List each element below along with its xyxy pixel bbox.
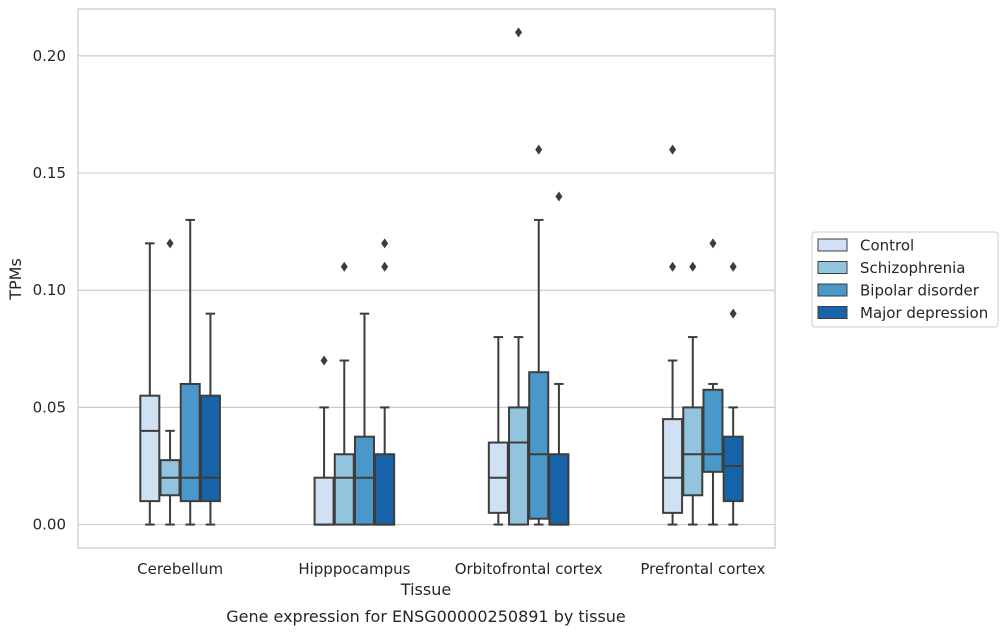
outlier-point — [669, 144, 677, 155]
box-iqr — [702, 388, 724, 473]
box-iqr — [508, 406, 530, 526]
outlier-point — [689, 261, 697, 272]
box-iqr — [179, 382, 201, 503]
legend-label: Bipolar disorder — [860, 282, 980, 300]
chart-caption: Gene expression for ENSG00000250891 by t… — [226, 607, 626, 626]
box-element — [548, 191, 570, 526]
y-tick-label: 0.20 — [33, 47, 66, 65]
outlier-point — [729, 308, 737, 319]
legend-item: Control — [817, 237, 914, 255]
series-group — [199, 191, 744, 526]
outlier-point — [320, 355, 328, 366]
outlier-point — [515, 27, 523, 38]
series-group — [139, 144, 684, 526]
y-axis-title: TPMs — [6, 258, 25, 301]
legend-item: Major depression — [817, 304, 988, 322]
outlier-point — [669, 261, 677, 272]
legend-label: Major depression — [860, 304, 988, 322]
box-element — [159, 238, 181, 526]
box-element — [333, 261, 355, 526]
x-tick-label: Prefrontal cortex — [640, 560, 765, 578]
box-element — [702, 238, 724, 526]
y-tick-label: 0.00 — [33, 516, 66, 534]
plot-frame — [77, 8, 776, 549]
legend-frame — [811, 231, 999, 328]
box-element — [353, 312, 375, 526]
box-element — [508, 27, 530, 526]
box-element — [199, 312, 221, 526]
box-element — [313, 355, 335, 526]
outlier-point — [535, 144, 543, 155]
series-group — [179, 144, 724, 526]
outlier-point — [166, 238, 174, 249]
box-iqr — [313, 476, 335, 526]
legend: Control Schizophrenia Bipolar disorder Majo… — [811, 231, 999, 328]
box-element — [374, 238, 396, 526]
outlier-point — [340, 261, 348, 272]
legend-label: Control — [860, 237, 914, 255]
box-element — [662, 144, 684, 526]
box-iqr — [353, 435, 375, 526]
outlier-point — [729, 261, 737, 272]
x-axis-ticks: Cerebellum Hipppocampus Orbitofrontal cort… — [137, 560, 765, 578]
box-iqr — [722, 435, 744, 503]
box-iqr — [139, 394, 161, 503]
box-iqr — [682, 406, 704, 497]
outlier-point — [555, 191, 563, 202]
y-tick-label: 0.05 — [33, 398, 66, 416]
legend-label: Schizophrenia — [860, 259, 965, 277]
y-tick-label: 0.15 — [33, 164, 66, 182]
outlier-point — [381, 238, 389, 249]
outlier-point — [381, 261, 389, 272]
box-iqr — [528, 371, 550, 520]
box-element — [139, 242, 161, 526]
x-axis-title: Tissue — [400, 580, 451, 599]
box-iqr — [333, 453, 355, 526]
outlier-point — [709, 238, 717, 249]
box-element — [487, 336, 509, 526]
legend-item: Bipolar disorder — [817, 282, 980, 300]
legend-swatch — [817, 283, 848, 297]
x-tick-label: Cerebellum — [137, 560, 223, 578]
legend-swatch — [817, 261, 848, 274]
box-iqr — [548, 453, 570, 526]
box-element — [722, 261, 744, 526]
x-tick-label: Orbitofrontal cortex — [455, 560, 603, 578]
box-iqr — [662, 418, 684, 514]
box-element — [528, 144, 550, 526]
box-iqr — [199, 394, 221, 503]
box-element — [179, 218, 201, 526]
legend-swatch — [817, 306, 848, 319]
legend-swatch — [817, 238, 848, 252]
y-axis-ticks: 0.00 0.05 0.10 0.15 0.20 — [33, 47, 66, 534]
box-element — [682, 261, 704, 526]
legend-item: Schizophrenia — [817, 259, 965, 277]
box-series-layer — [139, 27, 744, 526]
y-tick-label: 0.10 — [33, 281, 66, 299]
x-tick-label: Hipppocampus — [298, 560, 410, 578]
box-iqr — [374, 453, 396, 526]
series-group — [159, 27, 704, 526]
